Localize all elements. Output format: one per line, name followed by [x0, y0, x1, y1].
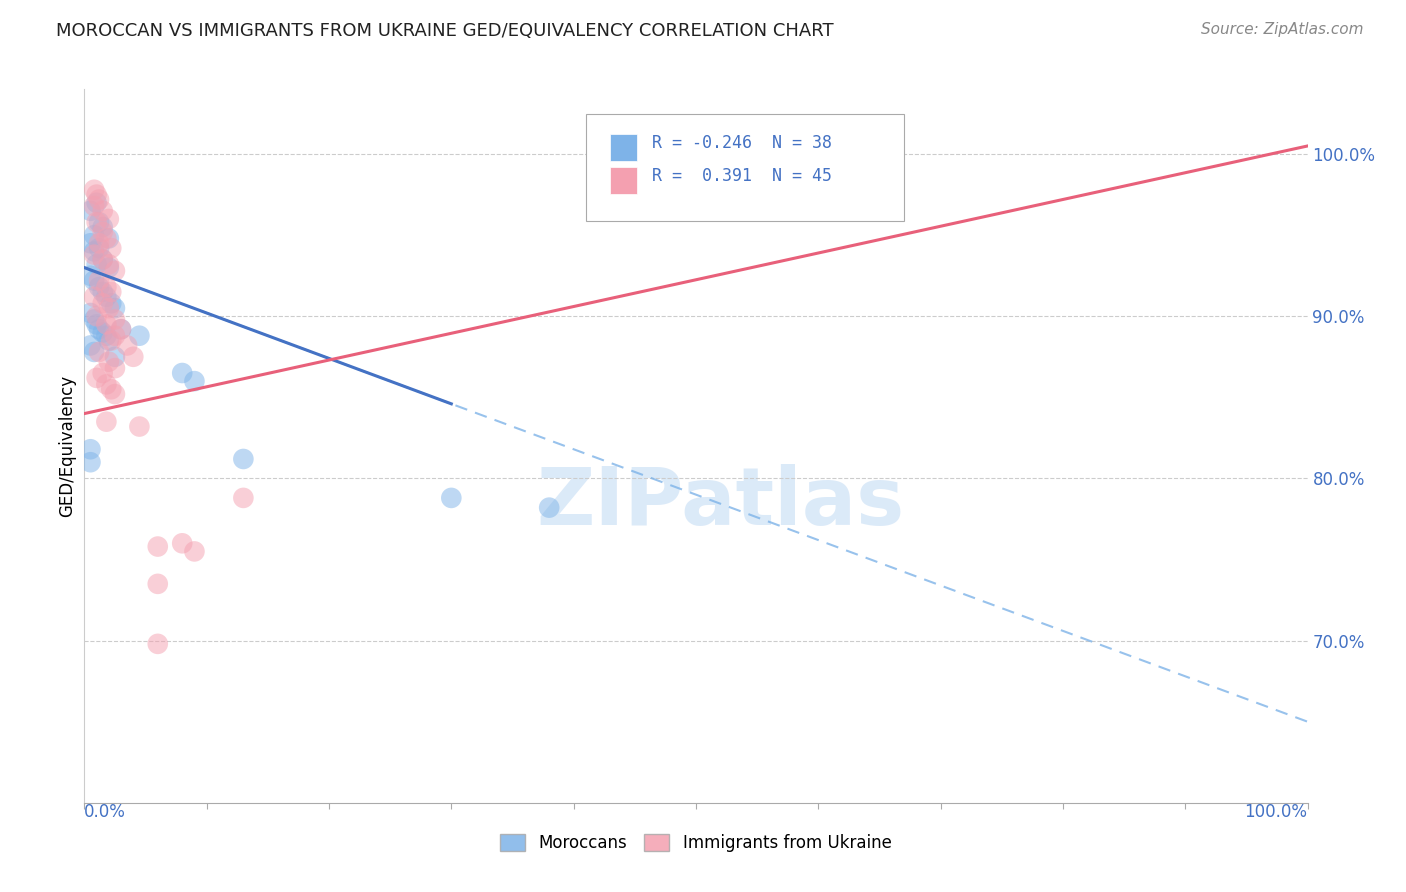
Point	[83, 228, 105, 243]
Point	[83, 199, 105, 213]
Point	[87, 236, 110, 251]
Point	[83, 312, 105, 326]
Point	[79, 455, 101, 469]
Point	[79, 442, 101, 457]
Point	[91, 252, 114, 267]
Point	[538, 500, 561, 515]
Point	[97, 301, 120, 315]
FancyBboxPatch shape	[586, 114, 904, 221]
Point	[87, 274, 110, 288]
Point	[86, 318, 108, 332]
Text: 100.0%: 100.0%	[1244, 803, 1308, 821]
Point	[83, 345, 105, 359]
Point	[100, 334, 122, 348]
Point	[110, 322, 132, 336]
Point	[128, 328, 150, 343]
Point	[183, 544, 205, 558]
Legend: Moroccans, Immigrants from Ukraine: Moroccans, Immigrants from Ukraine	[494, 827, 898, 859]
Point	[97, 257, 120, 271]
Point	[97, 334, 120, 348]
Point	[83, 183, 105, 197]
Point	[86, 310, 108, 324]
Point	[232, 491, 254, 505]
Point	[146, 577, 169, 591]
Point	[96, 290, 118, 304]
Point	[104, 328, 127, 343]
Point	[146, 637, 169, 651]
Point	[79, 236, 101, 251]
Point	[100, 285, 122, 299]
Point	[79, 203, 101, 218]
Point	[91, 326, 114, 340]
Point	[128, 419, 150, 434]
FancyBboxPatch shape	[610, 134, 637, 161]
Text: R =  0.391  N = 45: R = 0.391 N = 45	[652, 168, 832, 186]
Point	[104, 350, 127, 364]
Text: Source: ZipAtlas.com: Source: ZipAtlas.com	[1201, 22, 1364, 37]
Point	[83, 290, 105, 304]
Text: R = -0.246  N = 38: R = -0.246 N = 38	[652, 134, 832, 152]
Point	[104, 387, 127, 401]
Point	[91, 296, 114, 310]
Point	[104, 312, 127, 326]
Point	[100, 241, 122, 255]
Point	[91, 203, 114, 218]
Point	[86, 215, 108, 229]
Point	[100, 382, 122, 396]
Point	[87, 322, 110, 336]
Point	[110, 322, 132, 336]
Point	[440, 491, 463, 505]
Point	[97, 354, 120, 368]
Point	[96, 231, 118, 245]
Point	[232, 452, 254, 467]
Point	[86, 187, 108, 202]
Text: ZIPatlas: ZIPatlas	[536, 464, 904, 542]
Point	[87, 241, 110, 255]
Point	[96, 377, 118, 392]
Point	[87, 280, 110, 294]
Point	[100, 296, 122, 310]
Point	[79, 306, 101, 320]
Point	[115, 338, 138, 352]
Point	[183, 374, 205, 388]
Point	[87, 215, 110, 229]
Point	[122, 350, 145, 364]
Point	[79, 338, 101, 352]
Point	[83, 247, 105, 261]
Point	[172, 366, 194, 380]
Point	[96, 415, 118, 429]
Point	[86, 257, 108, 271]
Point	[146, 540, 169, 554]
Point	[83, 274, 105, 288]
Text: MOROCCAN VS IMMIGRANTS FROM UKRAINE GED/EQUIVALENCY CORRELATION CHART: MOROCCAN VS IMMIGRANTS FROM UKRAINE GED/…	[56, 22, 834, 40]
Point	[86, 195, 108, 210]
Point	[91, 285, 114, 299]
Point	[97, 211, 120, 226]
Point	[91, 220, 114, 235]
Point	[96, 280, 118, 294]
FancyBboxPatch shape	[610, 168, 637, 194]
Point	[91, 366, 114, 380]
Point	[87, 345, 110, 359]
Point	[86, 371, 108, 385]
Point	[104, 361, 127, 376]
Text: 0.0%: 0.0%	[84, 803, 127, 821]
Point	[96, 318, 118, 332]
Point	[172, 536, 194, 550]
Y-axis label: GED/Equivalency: GED/Equivalency	[58, 375, 76, 517]
Point	[83, 244, 105, 259]
Point	[97, 260, 120, 275]
Point	[91, 225, 114, 239]
Point	[79, 268, 101, 283]
Point	[104, 264, 127, 278]
Point	[96, 328, 118, 343]
Point	[104, 301, 127, 315]
Point	[91, 252, 114, 267]
Point	[97, 231, 120, 245]
Point	[87, 193, 110, 207]
